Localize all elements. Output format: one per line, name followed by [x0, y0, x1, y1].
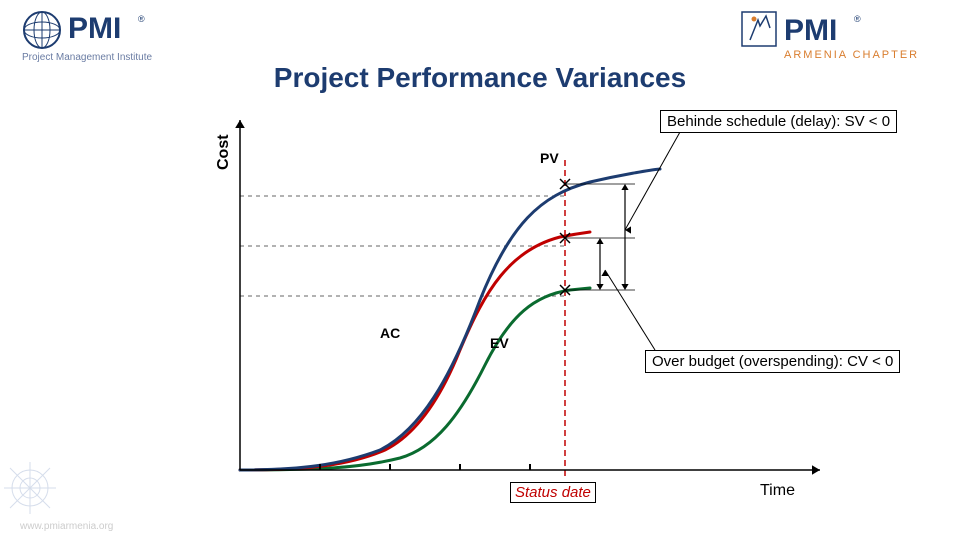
- status-date-label: Status date: [510, 482, 596, 503]
- slide-title: Project Performance Variances: [0, 62, 960, 94]
- y-axis-label: Cost: [215, 134, 233, 170]
- pmi-logo-right: PMI ® ARMENIA CHAPTER: [740, 8, 940, 68]
- armenia-chapter-icon: PMI ® ARMENIA CHAPTER: [740, 8, 940, 63]
- ac-label: AC: [380, 325, 400, 341]
- pmi-globe-icon: PMI ® Project Management Institute: [20, 8, 210, 63]
- x-axis-label: Time: [760, 482, 795, 500]
- svg-text:PMI: PMI: [784, 14, 837, 47]
- pv-label: PV: [540, 150, 559, 166]
- svg-text:PMI: PMI: [68, 12, 121, 45]
- watermark-burst-icon: [0, 458, 60, 518]
- armenia-subtitle: ARMENIA CHAPTER: [784, 49, 919, 61]
- cv-callout: Over budget (overspending): CV < 0: [645, 350, 900, 373]
- chart: Cost PV AC EV Behinde schedule (delay): …: [160, 100, 880, 520]
- chart-svg: [160, 100, 880, 500]
- watermark-text: www.pmiarmenia.org: [20, 521, 113, 532]
- svg-text:®: ®: [854, 14, 861, 24]
- sv-callout: Behinde schedule (delay): SV < 0: [660, 110, 897, 133]
- svg-text:®: ®: [138, 14, 145, 24]
- pmi-logo-left: PMI ® Project Management Institute: [20, 8, 210, 68]
- ev-label: EV: [490, 335, 509, 351]
